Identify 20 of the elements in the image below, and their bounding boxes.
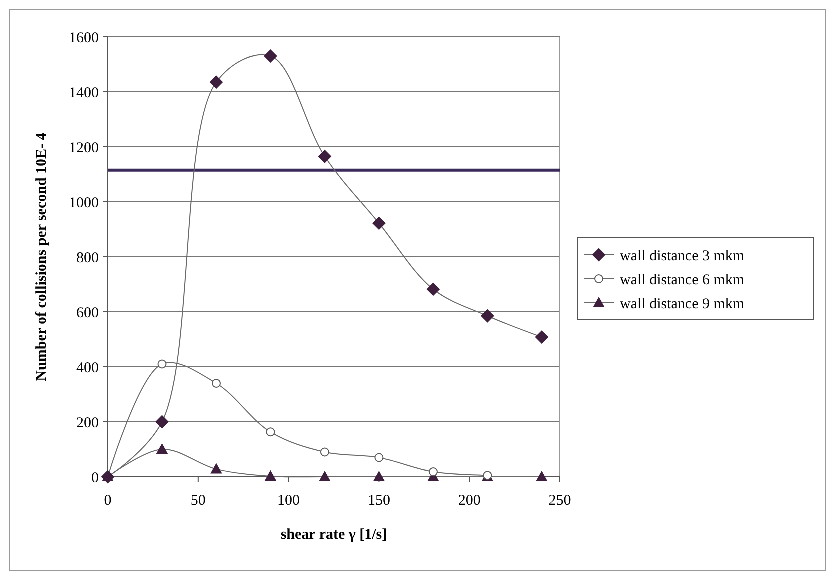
x-tick-label: 50: [190, 493, 206, 509]
y-tick-label: 1000: [69, 195, 99, 212]
y-tick-label: 1400: [69, 85, 99, 102]
y-tick-label: 0: [92, 470, 99, 486]
y-axis-title: Number of collisions per second 10E- 4: [34, 132, 50, 382]
legend-label: wall distance 6 mkm: [620, 272, 745, 288]
y-tick-label: 1600: [69, 30, 99, 46]
legend-label: wall distance 9 mkm: [620, 296, 745, 312]
y-tick-label: 400: [76, 360, 99, 376]
x-tick-label: 100: [278, 493, 300, 509]
x-tick-label: 0: [104, 493, 112, 509]
y-tick-label: 200: [76, 415, 99, 432]
y-tick-label: 800: [76, 250, 99, 266]
x-tick-label: 250: [548, 493, 572, 509]
x-axis-title: shear rate γ [1/s]: [280, 527, 388, 543]
y-tick-label: 600: [76, 305, 99, 322]
y-tick-label: 1200: [69, 140, 99, 156]
legend-label: wall distance 3 mkm: [620, 248, 745, 264]
x-tick-label: 150: [368, 493, 390, 509]
x-tick-label: 200: [458, 493, 481, 509]
